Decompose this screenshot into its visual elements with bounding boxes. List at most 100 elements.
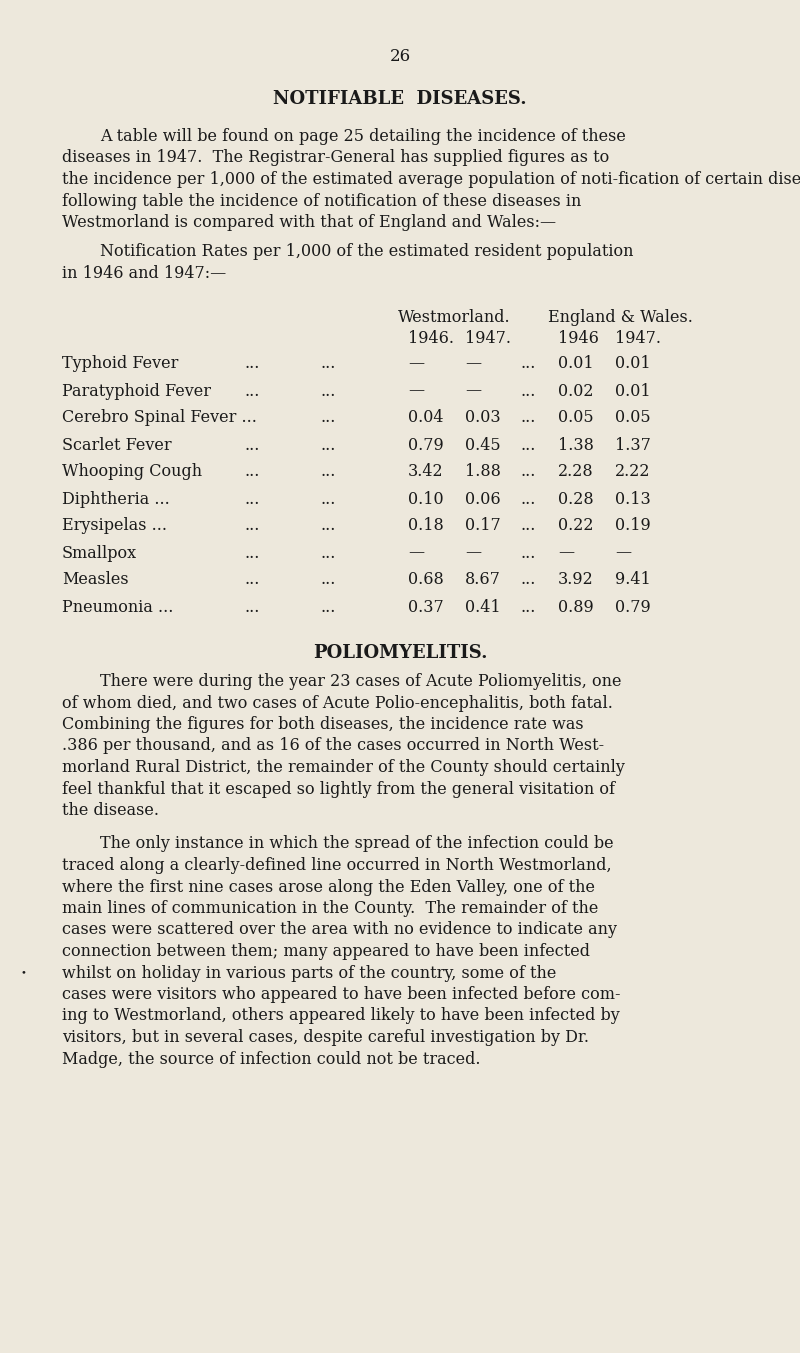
Text: cases were scattered over the area with no evidence to indicate any: cases were scattered over the area with … xyxy=(62,921,617,939)
Text: ...: ... xyxy=(521,544,536,561)
Text: of whom died, and⁠ two cases of Acute Polio-encephalitis, both fatal.: of whom died, and⁠ two cases of Acute Po… xyxy=(62,694,613,712)
Text: where the first nine cases arose along the Eden Valley, one of the: where the first nine cases arose along t… xyxy=(62,878,595,896)
Text: 0.05: 0.05 xyxy=(558,410,594,426)
Text: 0.17: 0.17 xyxy=(465,517,501,534)
Text: 26: 26 xyxy=(390,47,410,65)
Text: 0.13: 0.13 xyxy=(615,491,650,507)
Text: 1947.: 1947. xyxy=(615,330,661,346)
Text: Pneumonia ...: Pneumonia ... xyxy=(62,598,174,616)
Text: ...: ... xyxy=(320,383,335,399)
Text: ...: ... xyxy=(521,356,536,372)
Text: •: • xyxy=(20,969,26,977)
Text: cases were visitors who appeared to have been infected before com-: cases were visitors who appeared to have… xyxy=(62,986,621,1003)
Text: 1946: 1946 xyxy=(558,330,599,346)
Text: 1947.: 1947. xyxy=(465,330,511,346)
Text: Paratyphoid Fever: Paratyphoid Fever xyxy=(62,383,211,399)
Text: in 1946 and 1947:—: in 1946 and 1947:— xyxy=(62,265,226,281)
Text: traced along a clearly-defined line occurred in North Westmorland,: traced along a clearly-defined line occu… xyxy=(62,856,612,874)
Text: NOTIFIABLE  DISEASES.: NOTIFIABLE DISEASES. xyxy=(273,91,527,108)
Text: visitors, but in several cases, despite careful investigation by Dr.: visitors, but in several cases, despite … xyxy=(62,1030,589,1046)
Text: 2.28: 2.28 xyxy=(558,464,594,480)
Text: 9.41: 9.41 xyxy=(615,571,650,589)
Text: 0.18: 0.18 xyxy=(408,517,444,534)
Text: 0.01: 0.01 xyxy=(615,383,650,399)
Text: 8.67: 8.67 xyxy=(465,571,501,589)
Text: 0.05: 0.05 xyxy=(615,410,650,426)
Text: 0.04: 0.04 xyxy=(408,410,443,426)
Text: 1.88: 1.88 xyxy=(465,464,501,480)
Text: —: — xyxy=(465,383,481,399)
Text: ...: ... xyxy=(320,598,335,616)
Text: 2.22: 2.22 xyxy=(615,464,650,480)
Text: England & Wales.: England & Wales. xyxy=(548,308,693,326)
Text: 0.03: 0.03 xyxy=(465,410,501,426)
Text: ...: ... xyxy=(244,517,259,534)
Text: 0.02: 0.02 xyxy=(558,383,594,399)
Text: 3.42: 3.42 xyxy=(408,464,444,480)
Text: 1946.: 1946. xyxy=(408,330,454,346)
Text: Westmorland is compared with that of England and Wales:—: Westmorland is compared with that of Eng… xyxy=(62,214,556,231)
Text: 0.01: 0.01 xyxy=(558,356,594,372)
Text: 0.19: 0.19 xyxy=(615,517,650,534)
Text: Cerebro Spinal Fever ...: Cerebro Spinal Fever ... xyxy=(62,410,257,426)
Text: Smallpox: Smallpox xyxy=(62,544,137,561)
Text: —: — xyxy=(615,544,631,561)
Text: Scarlet Fever: Scarlet Fever xyxy=(62,437,172,453)
Text: 0.10: 0.10 xyxy=(408,491,444,507)
Text: Diphtheria ...: Diphtheria ... xyxy=(62,491,170,507)
Text: ...: ... xyxy=(320,571,335,589)
Text: .386 per thousand, and as 16 of the cases occurred in North West-: .386 per thousand, and as 16 of the case… xyxy=(62,737,604,755)
Text: Madge, the source of infection could not be traced.: Madge, the source of infection could not… xyxy=(62,1050,481,1068)
Text: ...: ... xyxy=(320,491,335,507)
Text: ing to Westmorland, others appeared likely to have been infected by: ing to Westmorland, others appeared like… xyxy=(62,1008,620,1024)
Text: —: — xyxy=(408,356,424,372)
Text: ...: ... xyxy=(244,356,259,372)
Text: ...: ... xyxy=(244,571,259,589)
Text: The only instance in which the spread of the infection could be: The only instance in which the spread of… xyxy=(100,836,614,852)
Text: 0.06: 0.06 xyxy=(465,491,501,507)
Text: A table will be found on page 25 detailing the incidence of these: A table will be found on page 25 detaili… xyxy=(100,129,626,145)
Text: ...: ... xyxy=(521,517,536,534)
Text: diseases in 1947.  The Registrar-General has supplied figures as to: diseases in 1947. The Registrar-General … xyxy=(62,149,610,166)
Text: ...: ... xyxy=(320,517,335,534)
Text: following table the incidence of notification of these diseases in: following table the incidence of notific… xyxy=(62,192,582,210)
Text: ...: ... xyxy=(244,437,259,453)
Text: ...: ... xyxy=(521,491,536,507)
Text: ...: ... xyxy=(320,356,335,372)
Text: 1.37: 1.37 xyxy=(615,437,651,453)
Text: 0.28: 0.28 xyxy=(558,491,594,507)
Text: 0.68: 0.68 xyxy=(408,571,444,589)
Text: Notification Rates per 1,000 of the estimated resident population: Notification Rates per 1,000 of the esti… xyxy=(100,244,634,261)
Text: ...: ... xyxy=(521,410,536,426)
Text: 0.22: 0.22 xyxy=(558,517,594,534)
Text: 0.41: 0.41 xyxy=(465,598,501,616)
Text: 0.89: 0.89 xyxy=(558,598,594,616)
Text: connection between them; many appeared to have been infected: connection between them; many appeared t… xyxy=(62,943,590,961)
Text: Combining the figures for both diseases, the incidence rate was: Combining the figures for both diseases,… xyxy=(62,716,584,733)
Text: ...: ... xyxy=(244,491,259,507)
Text: —: — xyxy=(408,544,424,561)
Text: ...: ... xyxy=(320,464,335,480)
Text: ...: ... xyxy=(244,598,259,616)
Text: 0.01: 0.01 xyxy=(615,356,650,372)
Text: Erysipelas ...: Erysipelas ... xyxy=(62,517,167,534)
Text: ...: ... xyxy=(320,437,335,453)
Text: 0.37: 0.37 xyxy=(408,598,444,616)
Text: morland Rural District, the remainder of the County should certainly: morland Rural District, the remainder of… xyxy=(62,759,625,777)
Text: —: — xyxy=(465,356,481,372)
Text: the incidence per 1,000 of the estimated average population of noti­fication of : the incidence per 1,000 of the estimated… xyxy=(62,170,800,188)
Text: Westmorland.: Westmorland. xyxy=(398,308,510,326)
Text: 0.79: 0.79 xyxy=(615,598,650,616)
Text: 3.92: 3.92 xyxy=(558,571,594,589)
Text: ...: ... xyxy=(244,383,259,399)
Text: 0.79: 0.79 xyxy=(408,437,444,453)
Text: ...: ... xyxy=(244,544,259,561)
Text: ...: ... xyxy=(521,437,536,453)
Text: the disease.: the disease. xyxy=(62,802,159,819)
Text: —: — xyxy=(408,383,424,399)
Text: ...: ... xyxy=(521,464,536,480)
Text: ...: ... xyxy=(320,544,335,561)
Text: Whooping Cough: Whooping Cough xyxy=(62,464,202,480)
Text: 0.45: 0.45 xyxy=(465,437,501,453)
Text: —: — xyxy=(558,544,574,561)
